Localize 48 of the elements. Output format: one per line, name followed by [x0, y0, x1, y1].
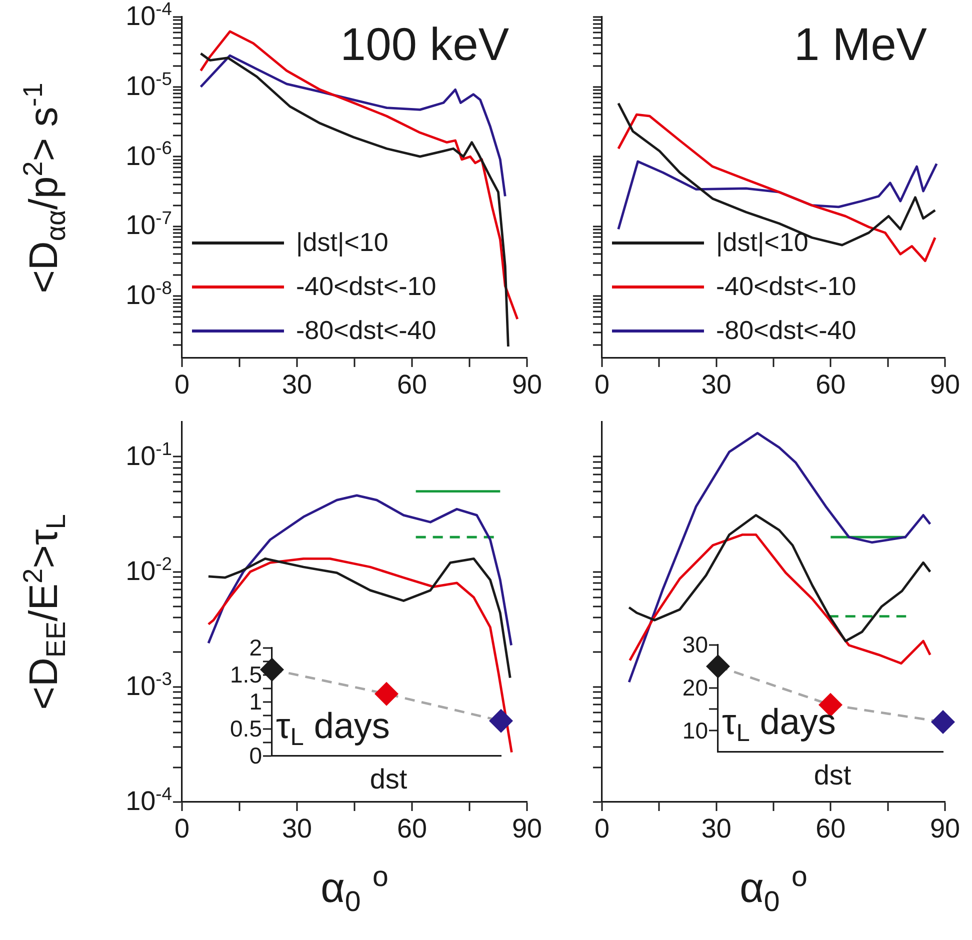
y-tick-label: 10$^{-4}$ [126, 0, 172, 32]
point [489, 708, 513, 733]
x-axis-title: dst [814, 760, 852, 792]
y-tick-label: 10$^{-6}$ [126, 138, 172, 172]
x-tick-label: 30 [701, 370, 732, 400]
y-tick-label: 10$^{-4}$ [126, 783, 172, 817]
x-tick-label: 90 [930, 814, 960, 844]
legend-label: -40<dst<-10 [716, 271, 856, 302]
y-tick-label: 30 [682, 631, 708, 658]
point [931, 710, 955, 734]
x-tick-label: 90 [930, 370, 960, 400]
x-tick-label: 90 [512, 370, 542, 400]
y-tick-label: 10$^{-3}$ [126, 668, 172, 702]
point [374, 682, 398, 706]
y-tick-label: 1.5 [230, 661, 262, 688]
y-tick-label: 10$^{-8}$ [126, 277, 172, 311]
annotation: τ$_{L}$ days [722, 701, 836, 748]
y-tick-label: 1 [249, 688, 262, 715]
y-tick-label: 0 [249, 742, 262, 769]
x-tick-label: 30 [282, 370, 312, 400]
y-tick-label: 10 [682, 716, 708, 744]
legend-label: -80<dst<-40 [716, 315, 856, 346]
legend-label: |dst|<10 [716, 227, 808, 258]
y-tick-label: 10$^{-1}$ [126, 438, 172, 472]
x-tick-label: 60 [816, 370, 846, 400]
legend-label: -40<dst<-10 [296, 271, 436, 302]
y-tick-label: 10$^{-5}$ [126, 68, 172, 102]
x-tick-label: 60 [396, 370, 428, 400]
x-tick-label: 30 [282, 814, 312, 844]
x-tick-label: 0 [594, 814, 610, 844]
y-tick-label: 20 [682, 674, 708, 700]
x-tick-label: 0 [594, 370, 610, 400]
x-tick-label: 90 [512, 814, 542, 844]
annotation: τ$_{L}$ days [276, 705, 390, 752]
y-tick-label: 10$^{-7}$ [126, 207, 172, 242]
chart-title: 1 MeV [794, 18, 927, 70]
chart-title: 100 keV [340, 18, 509, 70]
y-tick-label: 0.5 [230, 715, 262, 742]
x-tick-label: 30 [701, 814, 732, 844]
legend-label: |dst|<10 [296, 227, 388, 258]
x-tick-label: 60 [396, 814, 428, 844]
y-tick-label: 2 [249, 634, 262, 661]
point [260, 658, 284, 682]
y-tick-label: 10$^{-2}$ [126, 552, 172, 587]
x-axis-title: dst [370, 764, 408, 796]
legend-label: -80<dst<-40 [296, 315, 436, 346]
point [706, 654, 730, 678]
x-tick-label: 60 [816, 814, 846, 844]
